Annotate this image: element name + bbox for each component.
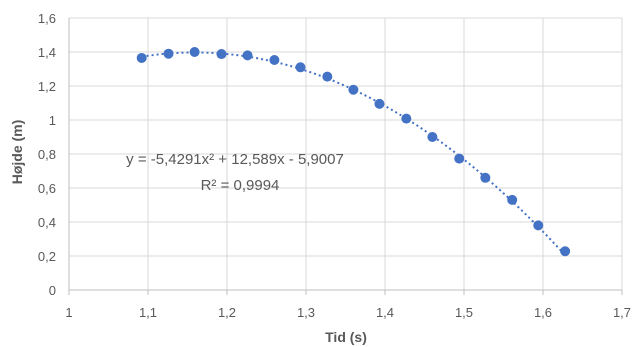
x-tick-label: 1,1	[139, 305, 157, 320]
x-tick-label: 1,5	[455, 305, 473, 320]
y-tick-label: 1,4	[38, 45, 56, 60]
y-tick-label: 1	[49, 113, 56, 128]
data-point	[374, 99, 384, 109]
data-point	[560, 246, 570, 256]
x-tick-label: 1,7	[613, 305, 631, 320]
data-point	[137, 53, 147, 63]
y-axis-title: Højde (m)	[9, 120, 25, 185]
y-tick-label: 0,6	[38, 181, 56, 196]
y-tick-label: 0,4	[38, 215, 56, 230]
data-point	[295, 62, 305, 72]
data-point	[216, 49, 226, 59]
x-axis-title: Tid (s)	[325, 329, 367, 345]
data-point	[348, 85, 358, 95]
data-point	[480, 173, 490, 183]
data-point	[322, 72, 332, 82]
x-tick-label: 1	[65, 305, 72, 320]
x-tick-labels: 1 1,1 1,2 1,3 1,4 1,5 1,6 1,7	[65, 305, 631, 320]
y-tick-label: 0,2	[38, 249, 56, 264]
y-tick-labels: 0 0,2 0,4 0,6 0,8 1 1,2 1,4 1,6	[38, 11, 56, 298]
y-tick-label: 1,2	[38, 79, 56, 94]
y-tick-label: 1,6	[38, 11, 56, 26]
data-point	[507, 195, 517, 205]
data-point	[454, 154, 464, 164]
x-tick-label: 1,2	[218, 305, 236, 320]
y-tick-label: 0,8	[38, 147, 56, 162]
data-point	[164, 49, 174, 59]
x-tick-label: 1,3	[297, 305, 315, 320]
data-point	[190, 47, 200, 57]
trendline-equation: y = -5,4291x² + 12,589x - 5,9007	[126, 151, 344, 168]
data-point	[243, 50, 253, 60]
data-point	[427, 132, 437, 142]
data-point	[533, 220, 543, 230]
x-tick-label: 1,4	[376, 305, 394, 320]
trendline-r-squared: R² = 0,9994	[201, 177, 280, 194]
data-point	[401, 114, 411, 124]
x-tick-label: 1,6	[534, 305, 552, 320]
y-tick-label: 0	[49, 283, 56, 298]
data-point	[269, 55, 279, 65]
